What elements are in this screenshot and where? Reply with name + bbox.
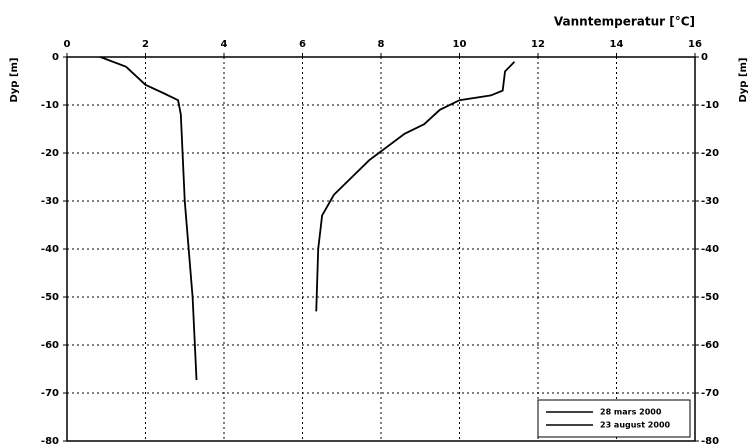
x-tick-label: 14 bbox=[610, 39, 624, 50]
y2-tick-label: -30 bbox=[701, 196, 719, 207]
y-tick-label: -80 bbox=[41, 436, 59, 444]
x-tick-label: 2 bbox=[142, 39, 149, 50]
y2-tick-label: -40 bbox=[701, 244, 719, 255]
y2-tick-label: -20 bbox=[701, 148, 719, 159]
y-tick-label: -60 bbox=[41, 340, 59, 351]
x-tick-label: 6 bbox=[299, 39, 306, 50]
x-tick-label: 16 bbox=[688, 39, 702, 50]
y-axis-label: Dyp [m] bbox=[9, 57, 20, 102]
y-tick-label: -70 bbox=[41, 388, 59, 399]
legend-label: 28 mars 2000 bbox=[600, 408, 662, 417]
x-tick-label: 0 bbox=[64, 39, 71, 50]
y-tick-label: 0 bbox=[52, 52, 59, 63]
legend-box bbox=[537, 399, 691, 438]
y2-tick-label: 0 bbox=[701, 52, 708, 63]
x-axis-label: Vanntemperatur [°C] bbox=[554, 15, 695, 29]
y2-tick-label: -10 bbox=[701, 100, 719, 111]
y2-tick-label: -60 bbox=[701, 340, 719, 351]
x-tick-label: 8 bbox=[378, 39, 385, 50]
plot-frame bbox=[66, 56, 696, 442]
y-tick-label: -30 bbox=[41, 196, 59, 207]
y-tick-label: -10 bbox=[41, 100, 59, 111]
y-tick-label: -20 bbox=[41, 148, 59, 159]
x-tick-label: 4 bbox=[221, 39, 228, 50]
legend-label: 23 august 2000 bbox=[600, 421, 671, 430]
x-tick-label: 12 bbox=[531, 39, 545, 50]
x-tick-label: 10 bbox=[453, 39, 467, 50]
y2-tick-label: -70 bbox=[701, 388, 719, 399]
y2-tick-label: -80 bbox=[701, 436, 719, 444]
line bbox=[100, 56, 198, 381]
y2-tick-label: -50 bbox=[701, 292, 719, 303]
y2-axis-label: Dyp [m] bbox=[738, 57, 749, 102]
y-tick-label: -40 bbox=[41, 244, 59, 255]
y-tick-label: -50 bbox=[41, 292, 59, 303]
line bbox=[315, 61, 516, 312]
